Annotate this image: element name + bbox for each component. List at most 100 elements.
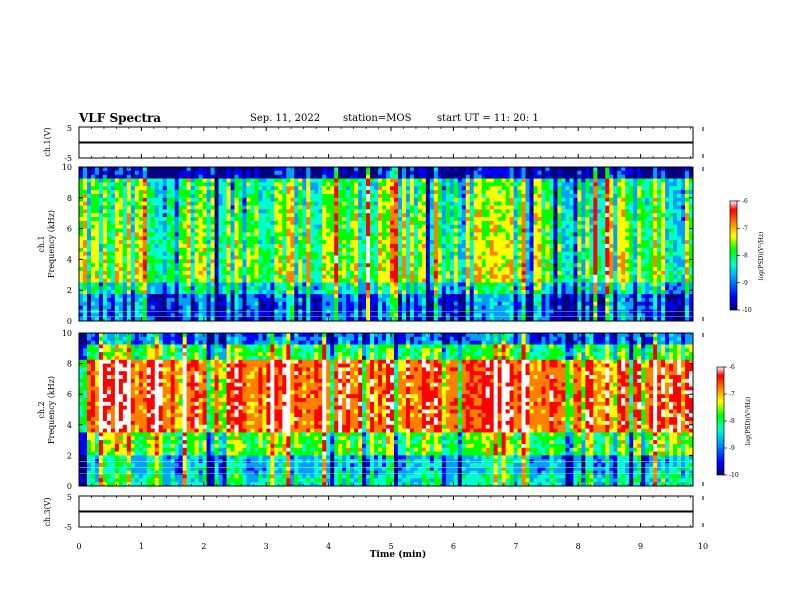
spectrogram-cell <box>370 228 375 233</box>
spectrogram-cell <box>581 255 586 260</box>
spectrogram-cell <box>258 209 263 214</box>
spectrogram-cell <box>98 209 104 214</box>
spectrogram-cell <box>553 274 558 280</box>
spectrogram-cell <box>326 255 331 260</box>
spectrogram-cell <box>254 193 259 199</box>
spectrogram-cell <box>537 197 542 203</box>
spectrogram-cell <box>150 244 156 249</box>
spectrogram-cell <box>513 270 518 276</box>
spectrogram-cell <box>569 190 574 195</box>
spectrogram-cell <box>82 182 88 187</box>
spectrogram-cell <box>449 167 455 172</box>
spectrogram-cell <box>457 201 463 206</box>
spectrogram-cell <box>597 213 602 218</box>
spectrogram-cell <box>613 209 618 214</box>
spectrogram-cell <box>278 236 283 241</box>
spectrogram-cell <box>150 193 156 199</box>
spectrogram-cell <box>314 251 319 256</box>
spectrogram-cell <box>198 186 203 191</box>
spectrogram-cell <box>262 197 267 203</box>
spectrogram-cell <box>306 282 311 287</box>
spectrogram-cell <box>609 201 614 206</box>
spectrogram-cell <box>162 170 168 176</box>
spectrogram-cell <box>170 267 176 272</box>
spectrogram-cell <box>509 201 514 206</box>
spectrogram-cell <box>242 217 247 222</box>
spectrogram-cell <box>681 182 686 187</box>
spectrogram-cell <box>362 282 367 287</box>
spectrogram-cell <box>86 217 92 222</box>
spectrogram-cell <box>266 193 271 199</box>
spectrogram-cell <box>625 274 630 280</box>
spectrogram-cell <box>174 178 180 183</box>
spectrogram-cell <box>401 232 407 237</box>
spectrogram-cell <box>330 205 335 210</box>
spectrogram-cell <box>262 259 267 264</box>
spectrogram-cell <box>310 232 315 237</box>
spectrogram-cell <box>485 205 491 210</box>
spectrogram-cell <box>86 236 92 241</box>
spectrogram-cell <box>497 247 503 253</box>
spectrogram-cell <box>198 190 203 195</box>
spectrogram-cell <box>669 220 674 226</box>
spectrogram-cell <box>290 251 295 256</box>
spectrogram-cell <box>310 244 315 249</box>
spectrogram-cell <box>262 263 267 268</box>
spectrogram-cell <box>493 286 499 291</box>
spectrogram-cell <box>457 263 463 268</box>
spectrogram-cell <box>234 193 239 199</box>
spectrogram-cell <box>421 236 427 241</box>
spectrogram-cell <box>449 286 455 291</box>
spectrogram-cell <box>557 251 562 256</box>
spectrogram-cell <box>246 282 251 287</box>
spectrogram-cell <box>178 259 184 264</box>
spectrogram-cell <box>517 205 522 210</box>
spectrogram-cell <box>270 178 275 183</box>
spectrogram-cell <box>389 240 395 245</box>
spectrogram-cell <box>689 209 694 214</box>
spectrogram-cell <box>581 259 586 264</box>
spectrogram-cell <box>481 267 487 272</box>
spectrogram-cell <box>405 170 411 176</box>
spectrogram-cell <box>581 220 586 226</box>
spectrogram-cell <box>106 178 112 183</box>
spectrogram-cell <box>445 274 451 280</box>
spectrogram-cell <box>230 240 235 245</box>
spectrogram-cell <box>665 170 670 176</box>
spectrogram-cell <box>449 240 455 245</box>
spectrogram-cell <box>290 167 295 172</box>
spectrogram-cell <box>501 174 507 179</box>
spectrogram-cell <box>218 232 223 237</box>
spectrogram-cell <box>429 286 435 291</box>
spectrogram-cell <box>154 224 160 229</box>
spectrogram-cell <box>645 278 650 283</box>
spectrogram-cell <box>202 278 207 283</box>
spectrogram-cell <box>617 217 622 222</box>
spectrogram-cell <box>501 193 507 199</box>
spectrogram-cell <box>649 240 654 245</box>
spectrogram-cell <box>493 263 499 268</box>
spectrogram-cell <box>573 270 578 276</box>
spectrogram-cell <box>401 186 407 191</box>
spectrogram-cell <box>577 244 582 249</box>
spectrogram-cell <box>286 205 291 210</box>
spectrogram-cell <box>82 267 88 272</box>
spectrogram-cell <box>290 193 295 199</box>
spectrogram-cell <box>102 290 108 295</box>
spectrogram-cell <box>318 255 323 260</box>
spectrogram-cell <box>549 259 554 264</box>
spectrogram-cell <box>170 190 176 195</box>
spectrogram-cell <box>549 232 554 237</box>
spectrogram-cell <box>182 278 188 283</box>
spectrogram-cell <box>190 290 196 295</box>
spectrogram-cell <box>158 259 164 264</box>
spectrogram-cell <box>382 251 387 256</box>
spectrogram-cell <box>158 186 164 191</box>
spectrogram-cell <box>545 197 550 203</box>
spectrogram-cell <box>605 244 610 249</box>
spectrogram-cell <box>342 236 347 241</box>
spectrogram-cell <box>681 217 686 222</box>
spectrogram-cell <box>282 217 287 222</box>
spectrogram-cell <box>541 282 546 287</box>
